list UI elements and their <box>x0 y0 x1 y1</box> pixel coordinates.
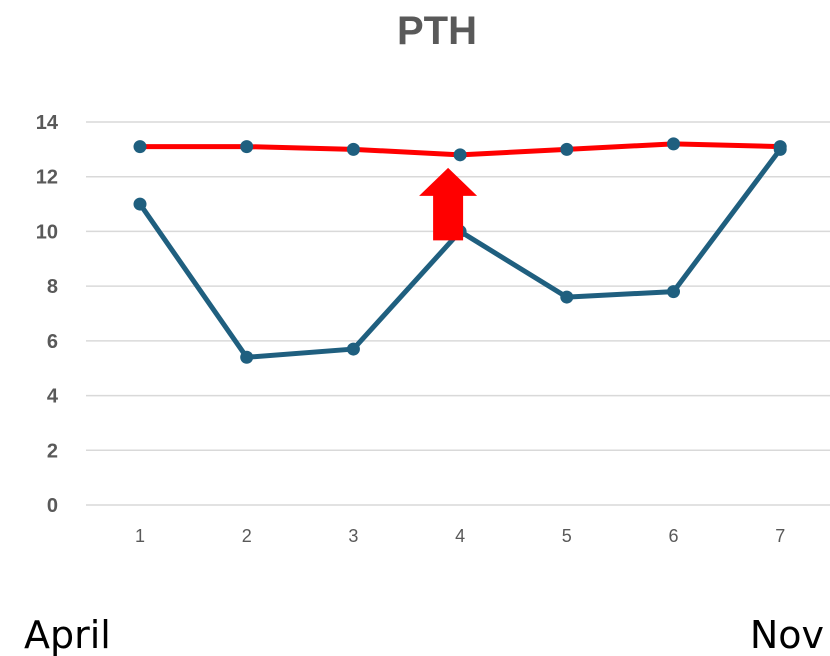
y-tick-label-2: 2 <box>47 440 58 462</box>
x-tick-label-5: 5 <box>562 526 572 546</box>
x-axis-ticks: 1 2 3 4 5 6 7 <box>135 526 785 546</box>
y-tick-label-10: 10 <box>36 221 58 243</box>
series-1-point-3 <box>346 342 360 356</box>
series-2-point-7 <box>773 140 787 154</box>
series-2-point-6 <box>667 137 680 151</box>
series-2 <box>133 137 787 162</box>
x-tick-label-7: 7 <box>775 526 785 546</box>
x-tick-label-1: 1 <box>135 526 145 546</box>
chart-title: PTH <box>397 9 477 53</box>
y-tick-label-12: 12 <box>36 167 58 189</box>
x-tick-label-2: 2 <box>242 526 252 546</box>
series-1-point-1 <box>133 197 147 211</box>
series-2-point-3 <box>346 142 360 156</box>
series-1-point-6 <box>667 285 680 299</box>
series-2-point-5 <box>560 142 574 156</box>
x-tick-label-3: 3 <box>348 526 358 546</box>
footer-left-label: April <box>24 613 111 656</box>
x-tick-label-4: 4 <box>455 526 465 546</box>
y-axis-ticks: 0 2 4 6 8 10 12 14 <box>36 112 59 517</box>
series-lines <box>133 137 787 364</box>
series-1-point-2 <box>240 350 254 364</box>
annotations <box>419 167 478 241</box>
y-tick-label-4: 4 <box>47 386 59 408</box>
series-2-point-2 <box>240 140 254 154</box>
y-tick-label-8: 8 <box>47 276 58 298</box>
y-tick-label-0: 0 <box>47 495 58 517</box>
arrow-up-icon <box>419 167 478 241</box>
series-1-point-5 <box>560 290 574 304</box>
y-tick-label-6: 6 <box>47 331 58 353</box>
footer-right-label: Nov <box>750 613 824 656</box>
series-2-point-4 <box>453 148 467 162</box>
x-tick-label-6: 6 <box>668 526 678 546</box>
series-2-point-1 <box>133 140 147 154</box>
y-tick-label-14: 14 <box>36 112 59 134</box>
